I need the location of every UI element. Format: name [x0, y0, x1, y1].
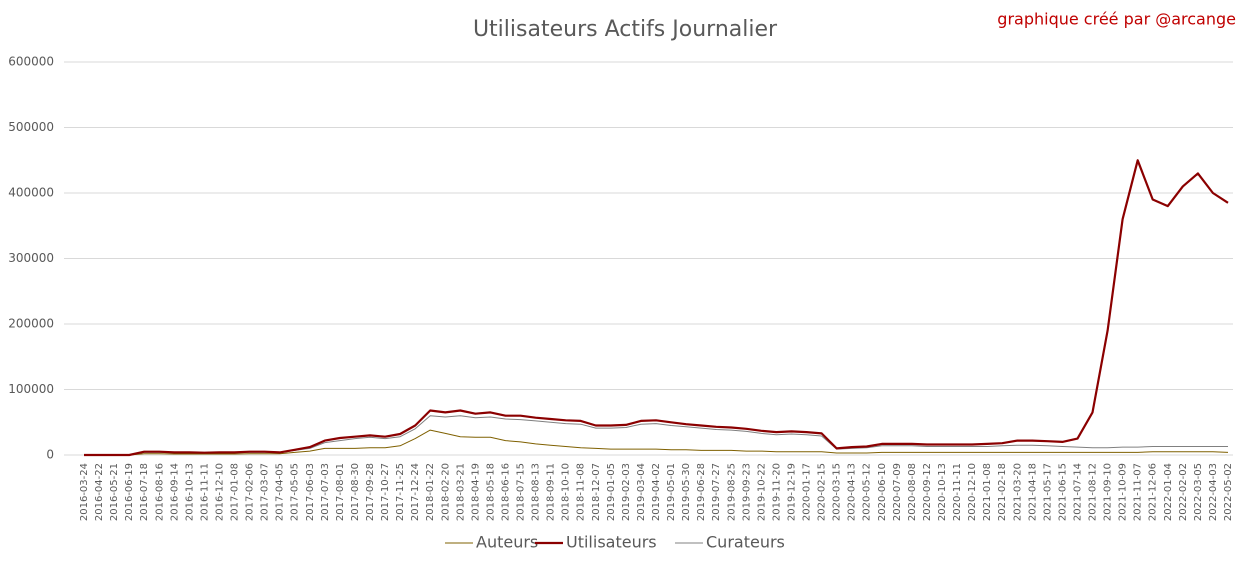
x-tick-label: 2019-02-03	[621, 463, 632, 521]
x-tick-label: 2019-01-05	[606, 463, 617, 521]
y-tick-label: 600000	[8, 55, 54, 69]
y-tick-label: 100000	[8, 382, 54, 396]
x-tick-label: 2021-02-18	[997, 463, 1008, 521]
x-tick-label: 2017-01-08	[230, 463, 241, 521]
x-tick-label: 2018-11-08	[576, 463, 587, 521]
x-tick-label: 2021-01-08	[982, 463, 993, 521]
x-tick-label: 2021-11-07	[1133, 463, 1144, 521]
x-tick-label: 2019-11-20	[771, 463, 782, 521]
x-tick-label: 2017-08-01	[335, 463, 346, 521]
x-tick-label: 2016-03-24	[79, 463, 90, 521]
x-tick-label: 2020-06-10	[877, 463, 888, 521]
annotation: graphique créé par @arcange	[997, 10, 1236, 29]
legend-label: Auteurs	[476, 533, 538, 552]
y-tick-label: 300000	[8, 251, 54, 265]
x-tick-label: 2018-03-21	[455, 463, 466, 521]
x-tick-label: 2019-03-04	[636, 463, 647, 521]
x-tick-label: 2020-11-11	[952, 463, 963, 521]
x-tick-label: 2021-05-17	[1042, 463, 1053, 521]
y-tick-label: 200000	[8, 317, 54, 331]
line-series	[84, 429, 1229, 456]
x-tick-label: 2017-03-07	[260, 463, 271, 521]
x-tick-label: 2019-06-28	[696, 463, 707, 521]
x-tick-label: 2017-07-03	[320, 463, 331, 521]
x-tick-label: 2016-04-22	[94, 463, 105, 521]
x-tick-label: 2017-02-06	[245, 463, 256, 521]
y-tick-label: 0	[46, 448, 54, 462]
x-tick-label: 2016-09-14	[169, 463, 180, 521]
x-tick-label: 2022-05-02	[1223, 463, 1234, 521]
x-tick-label: 2016-07-18	[139, 463, 150, 521]
x-tick-label: 2020-07-09	[892, 463, 903, 521]
x-tick-label: 2021-09-10	[1103, 463, 1114, 521]
x-tick-label: 2020-08-08	[907, 463, 918, 521]
x-tick-label: 2016-08-16	[154, 463, 165, 521]
x-tick-label: 2016-05-21	[109, 463, 120, 521]
x-tick-label: 2019-05-30	[681, 463, 692, 521]
chart-title: Utilisateurs Actifs Journalier	[473, 17, 778, 42]
x-tick-label: 2016-06-19	[124, 463, 135, 521]
legend-label: Utilisateurs	[566, 533, 657, 552]
x-tick-label: 2019-07-27	[711, 463, 722, 521]
x-tick-label: 2019-09-23	[741, 463, 752, 521]
x-tick-label: 2020-02-15	[817, 463, 828, 521]
x-tick-label: 2021-12-06	[1148, 463, 1159, 521]
x-tick-label: 2021-03-20	[1012, 463, 1023, 521]
x-tick-label: 2021-04-18	[1027, 463, 1038, 521]
x-tick-label: 2016-11-11	[199, 463, 210, 521]
x-tick-label: 2018-08-13	[531, 463, 542, 521]
x-tick-label: 2022-03-05	[1193, 463, 1204, 521]
line-series	[84, 159, 1229, 457]
x-tick-label: 2017-04-05	[275, 463, 286, 521]
x-tick-label: 2019-10-22	[756, 463, 767, 521]
x-tick-label: 2020-03-15	[832, 463, 843, 521]
x-tick-label: 2018-10-10	[561, 463, 572, 521]
x-tick-label: 2018-05-18	[485, 463, 496, 521]
x-tick-label: 2020-04-13	[847, 463, 858, 521]
x-tick-label: 2018-12-07	[591, 463, 602, 521]
x-tick-label: 2019-08-25	[726, 463, 737, 521]
x-tick-label: 2020-05-12	[862, 463, 873, 521]
x-tick-label: 2020-09-12	[922, 463, 933, 521]
x-tick-label: 2021-08-12	[1088, 463, 1099, 521]
legend-label: Curateurs	[706, 533, 785, 552]
x-tick-label: 2021-06-15	[1057, 463, 1068, 521]
x-tick-label: 2020-10-13	[937, 463, 948, 521]
x-tick-label: 2018-04-19	[470, 463, 481, 521]
x-tick-label: 2017-08-30	[350, 463, 361, 521]
x-tick-label: 2020-12-10	[967, 463, 978, 521]
x-tick-label: 2017-09-28	[365, 463, 376, 521]
x-tick-label: 2018-01-22	[425, 463, 436, 521]
y-tick-label: 500000	[8, 120, 54, 134]
x-tick-label: 2017-11-25	[395, 463, 406, 521]
x-tick-label: 2017-12-24	[410, 463, 421, 521]
x-tick-label: 2020-01-17	[802, 463, 813, 521]
x-tick-label: 2019-05-01	[666, 463, 677, 521]
x-tick-label: 2022-01-04	[1163, 463, 1174, 521]
x-tick-label: 2017-05-05	[290, 463, 301, 521]
x-tick-label: 2021-07-14	[1072, 463, 1083, 521]
x-tick-label: 2019-12-19	[786, 463, 797, 521]
x-tick-label: 2021-10-09	[1118, 463, 1129, 521]
x-tick-label: 2017-06-03	[305, 463, 316, 521]
x-tick-label: 2018-06-16	[500, 463, 511, 521]
x-tick-label: 2022-02-02	[1178, 463, 1189, 521]
y-tick-label: 400000	[8, 186, 54, 200]
x-tick-label: 2016-10-13	[184, 463, 195, 521]
x-tick-label: 2018-02-20	[440, 463, 451, 521]
x-tick-label: 2019-04-02	[651, 463, 662, 521]
x-tick-label: 2018-09-11	[546, 463, 557, 521]
x-tick-label: 2017-10-27	[380, 463, 391, 521]
x-tick-label: 2022-04-03	[1208, 463, 1219, 521]
x-tick-label: 2018-07-15	[516, 463, 527, 521]
x-tick-label: 2016-12-10	[214, 463, 225, 521]
